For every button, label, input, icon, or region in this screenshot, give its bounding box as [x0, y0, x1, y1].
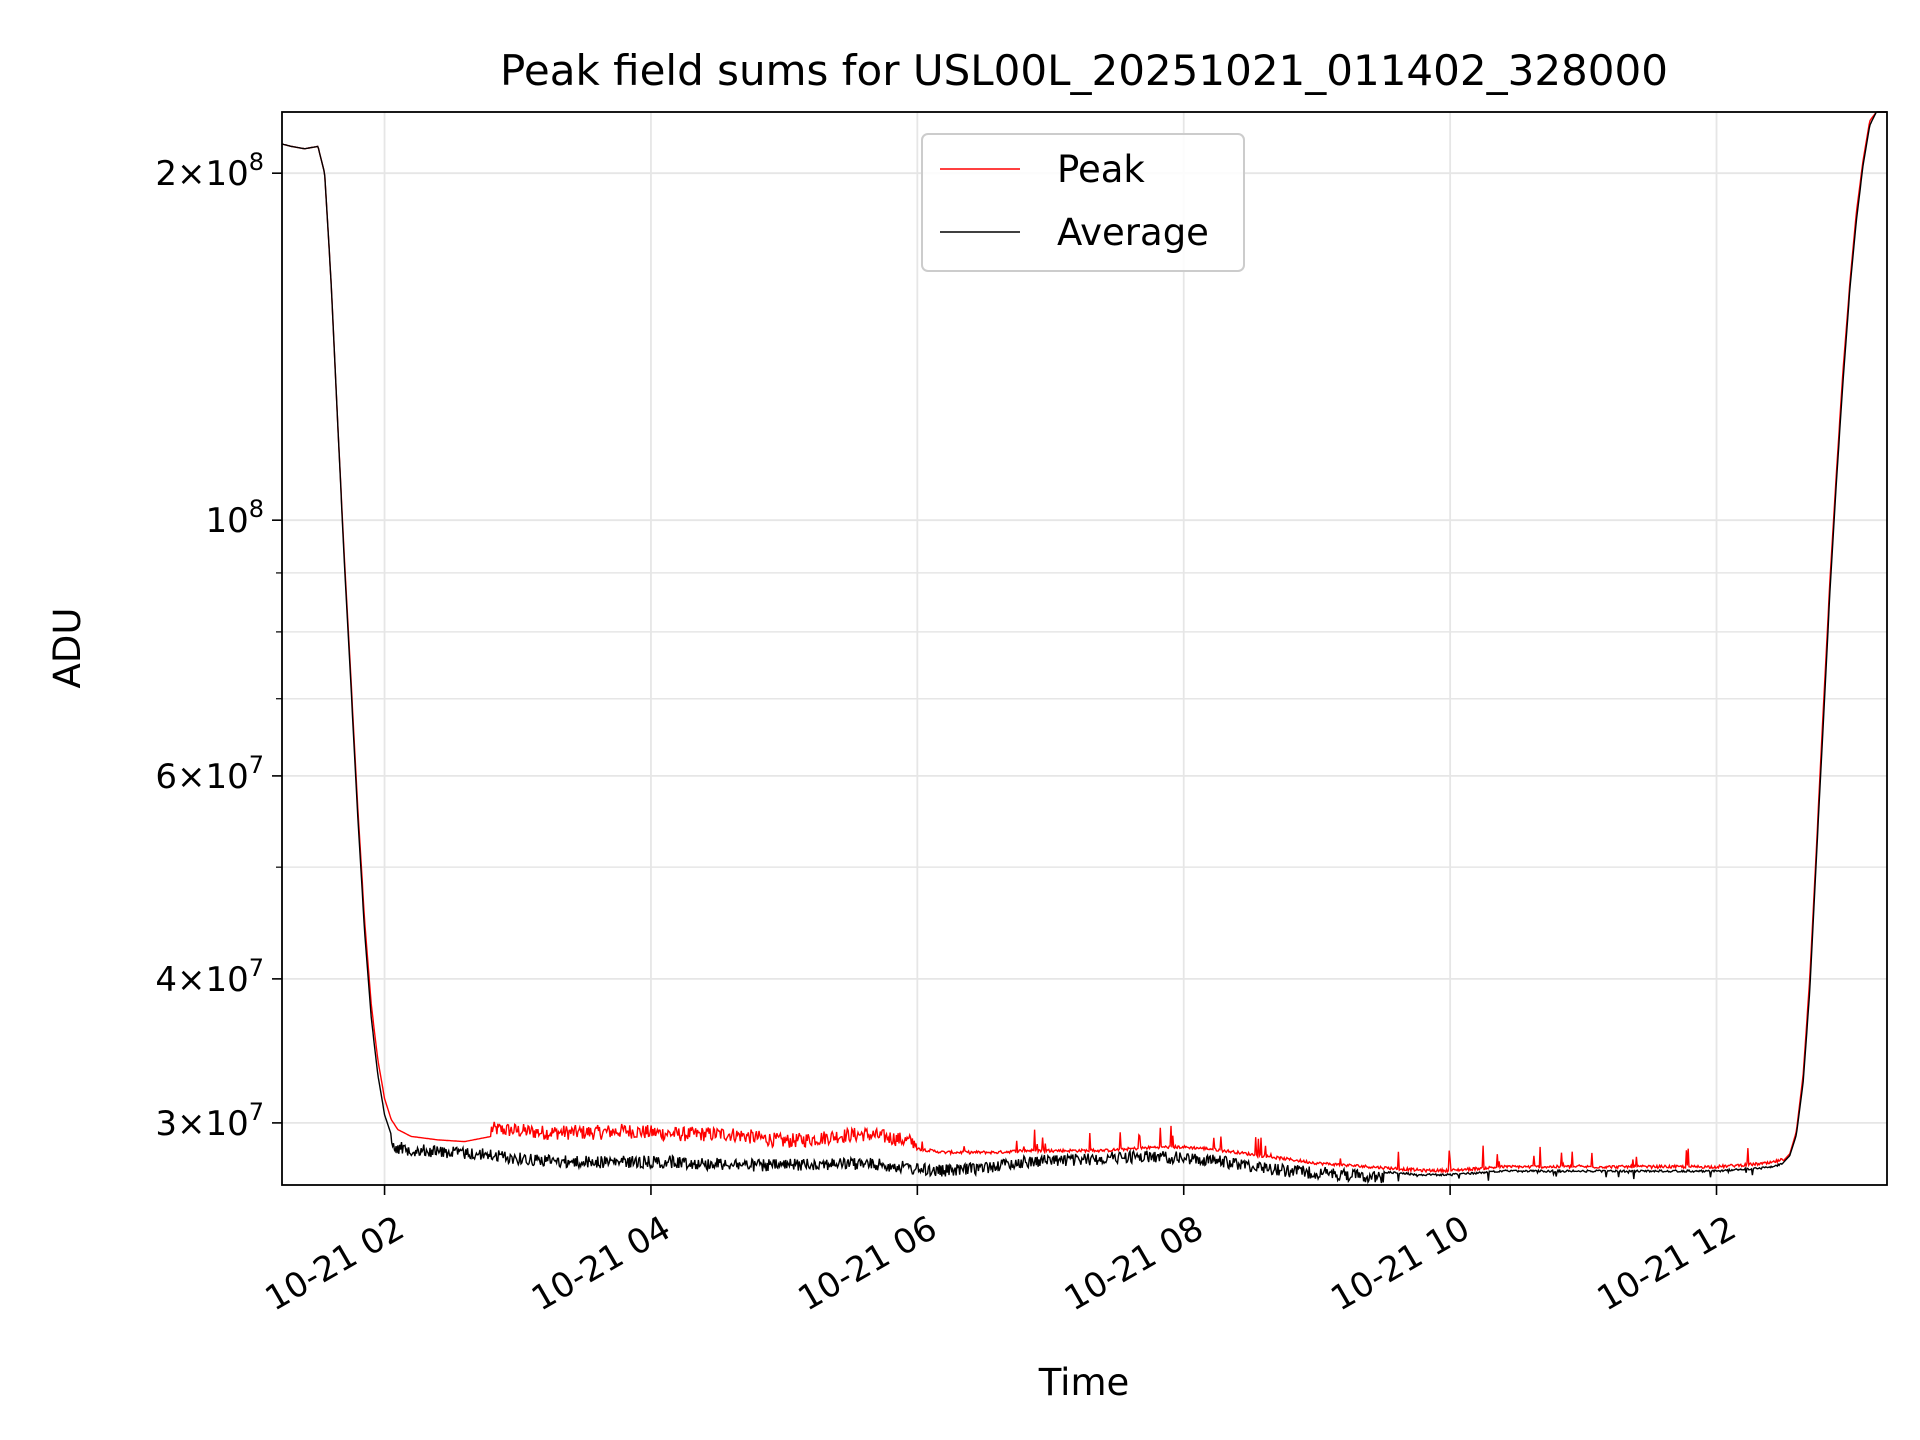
y-tick-label: 108 — [205, 495, 264, 541]
legend: Peak Average — [921, 133, 1245, 272]
plot-series — [281, 111, 1887, 1185]
y-tick-label: 2×108 — [155, 148, 264, 194]
x-axis-label: Time — [1038, 1361, 1130, 1404]
y-tick-label: 3×107 — [155, 1098, 264, 1144]
plot-frame — [281, 111, 1888, 1186]
y-axis-label: ADU — [46, 608, 89, 689]
legend-peak-label: Peak — [1057, 148, 1145, 191]
y-tick-label: 6×107 — [155, 751, 264, 797]
legend-average-label: Average — [1057, 211, 1209, 254]
series-line-peak — [281, 111, 1887, 1174]
y-axis: 3×107 4×107 6×107 108 2×108 — [155, 148, 282, 1144]
series-line-average — [281, 111, 1887, 1185]
chart-title: Peak field sums for USL00L_20251021_0114… — [500, 46, 1668, 95]
y-tick-label: 4×107 — [155, 954, 264, 1000]
